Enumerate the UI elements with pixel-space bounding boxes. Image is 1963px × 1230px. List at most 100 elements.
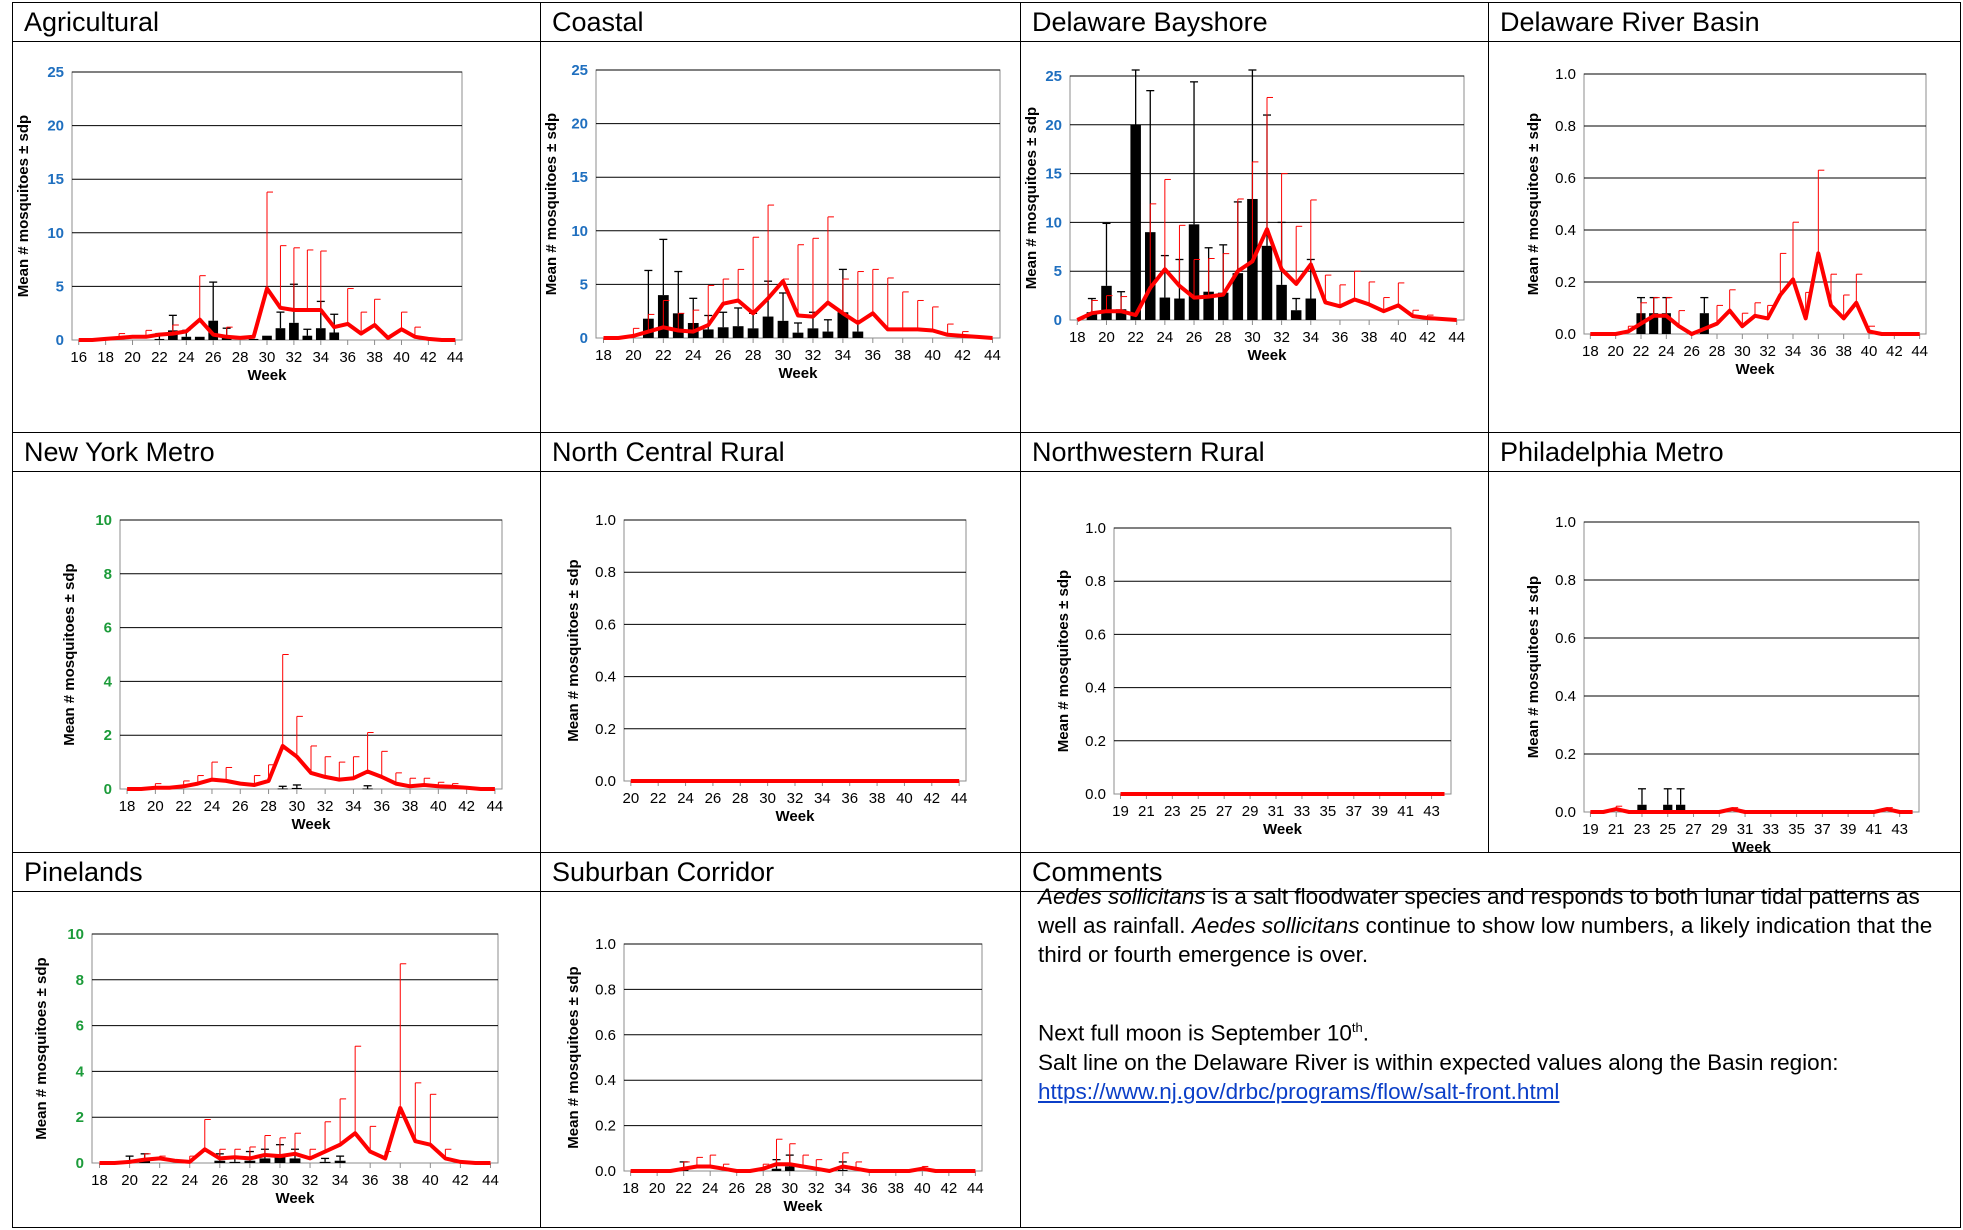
- x-tick-label: 32: [808, 1180, 825, 1197]
- panel-title: Philadelphia Metro: [1488, 432, 1961, 472]
- x-tick-label: 34: [835, 347, 852, 364]
- mean-line: [1590, 251, 1920, 336]
- mean-line: [78, 286, 456, 342]
- x-tick-label: 42: [923, 790, 940, 807]
- x-tick-label: 34: [814, 790, 831, 807]
- bar: [275, 328, 286, 340]
- bar: [784, 1166, 795, 1171]
- x-axis-label: Week: [784, 1198, 824, 1215]
- y-tick-label: 6: [104, 620, 112, 637]
- bar: [771, 1168, 782, 1171]
- bar: [1305, 298, 1317, 320]
- x-tick-label: 27: [1685, 821, 1702, 838]
- panel-north-central-rural: North Central Rural 0.0 0.2 0.4 0.6 0.8 1.0 20…: [540, 432, 1020, 852]
- chart-coastal: 0 5 10 15 20 25 18 20 22 24 26 28 30 32 34 36 38 40 42 44 We…: [540, 42, 1020, 432]
- x-tick-label: 44: [1911, 343, 1928, 360]
- y-axis-label: Mean # mosquitoes ± sdp: [1055, 570, 1072, 752]
- x-tick-label: 22: [1633, 343, 1650, 360]
- panel-delaware-river-basin: Delaware River Basin 0.0 0.2 0.4 0.6 0.8 1.0 1…: [1488, 2, 1961, 432]
- y-axis-label: Mean # mosquitoes ± sdp: [1023, 107, 1040, 289]
- x-tick-label: 26: [1683, 343, 1700, 360]
- panel-philadelphia-metro: Philadelphia Metro 0.0 0.2 0.4 0.6 0.8 1.0 19 2…: [1488, 432, 1961, 852]
- y-tick-label: 0: [56, 332, 64, 349]
- ordinal-suffix: th: [1351, 1020, 1363, 1035]
- bar: [1649, 313, 1659, 334]
- x-tick-label: 28: [1709, 343, 1726, 360]
- x-tick-label: 32: [787, 790, 804, 807]
- x-tick-label: 44: [447, 349, 464, 366]
- x-tick-label: 34: [1302, 329, 1319, 346]
- x-tick-label: 44: [1448, 329, 1465, 346]
- bar: [1130, 124, 1141, 320]
- y-tick-label: 0.0: [1085, 786, 1106, 803]
- panel-title: Delaware River Basin: [1488, 2, 1961, 42]
- plot-area: [623, 519, 967, 782]
- y-tick-label: 0.4: [595, 669, 616, 686]
- grid-line: [12, 2, 13, 1228]
- y-tick-label: 0.8: [595, 981, 616, 998]
- bar: [852, 331, 864, 338]
- x-tick-label: 34: [834, 1180, 851, 1197]
- grid-line: [12, 1227, 1961, 1228]
- x-tick-label: 38: [894, 347, 911, 364]
- y-tick-label: 0.0: [1555, 804, 1576, 821]
- x-tick-label: 38: [1835, 343, 1852, 360]
- x-tick-label: 22: [675, 1180, 692, 1197]
- x-axis-label: Week: [1263, 821, 1303, 838]
- bar: [262, 335, 272, 340]
- y-axis-label: Mean # mosquitoes ± sdp: [33, 957, 50, 1139]
- salt-front-link[interactable]: https://www.nj.gov/drbc/programs/flow/sa…: [1038, 1078, 1560, 1104]
- y-tick-label: 10: [67, 926, 84, 943]
- x-axis-label: Week: [1732, 839, 1772, 852]
- bar: [194, 336, 205, 340]
- x-tick-label: 25: [1659, 821, 1676, 838]
- y-tick-label: 0.0: [595, 773, 616, 790]
- x-tick-label: 43: [1891, 821, 1908, 838]
- panel-coastal: Coastal 0 5 10 15 20 25 18 20 22 24 26 28 30 32 34 36 38…: [540, 2, 1020, 432]
- x-tick-label: 30: [1734, 343, 1751, 360]
- x-tick-label: 34: [345, 798, 362, 815]
- x-tick-label: 38: [1361, 329, 1378, 346]
- bar: [289, 1158, 301, 1163]
- bar: [1174, 298, 1185, 320]
- x-tick-label: 20: [147, 798, 164, 815]
- bar: [1086, 312, 1098, 320]
- x-tick-label: 27: [1216, 803, 1233, 820]
- x-tick-label: 23: [1164, 803, 1181, 820]
- x-tick-label: 36: [841, 790, 858, 807]
- mean-line: [1590, 807, 1913, 814]
- panel-new-york-metro: New York Metro 0 2 4 6 8 10 18 20 22 24 26 28 30 32 34…: [12, 432, 540, 852]
- panel-agricultural: Agricultural 0 5 10 15 20 25 16 18 20 22 24 26 28 30 3…: [12, 2, 540, 432]
- plot-area: [623, 943, 983, 1172]
- x-axis-label: Week: [779, 365, 819, 382]
- y-tick-label: 5: [580, 276, 588, 293]
- chart-agricultural: 0 5 10 15 20 25 16 18 20 22 24 26 28 30 32 34 36 38 40 42 44…: [12, 42, 540, 432]
- bar: [289, 322, 299, 340]
- y-tick-label: 0.2: [1555, 274, 1576, 291]
- bar: [259, 1158, 271, 1163]
- bar: [229, 1161, 241, 1163]
- y-tick-label: 0.8: [1555, 572, 1576, 589]
- x-tick-label: 37: [1814, 821, 1831, 838]
- y-axis-label: Mean # mosquitoes ± sdp: [1525, 113, 1542, 295]
- bar: [181, 336, 192, 340]
- x-tick-label: 18: [622, 1180, 639, 1197]
- y-tick-label: 0.2: [1555, 746, 1576, 763]
- x-tick-label: 36: [864, 347, 881, 364]
- y-tick-label: 10: [1045, 214, 1062, 231]
- y-tick-label: 5: [1054, 263, 1062, 280]
- y-tick-label: 0.2: [1085, 733, 1106, 750]
- x-tick-label: 38: [366, 349, 383, 366]
- x-tick-label: 21: [1608, 821, 1625, 838]
- y-tick-label: 5: [56, 278, 64, 295]
- x-tick-label: 42: [941, 1180, 958, 1197]
- x-tick-label: 40: [393, 349, 410, 366]
- x-tick-label: 32: [317, 798, 334, 815]
- x-tick-label: 28: [232, 349, 249, 366]
- x-tick-label: 24: [677, 790, 694, 807]
- x-tick-label: 18: [1069, 329, 1086, 346]
- y-tick-label: 1.0: [1555, 66, 1576, 83]
- x-tick-label: 43: [1423, 803, 1440, 820]
- y-axis-label: Mean # mosquitoes ± sdp: [61, 563, 78, 745]
- x-tick-label: 28: [260, 798, 277, 815]
